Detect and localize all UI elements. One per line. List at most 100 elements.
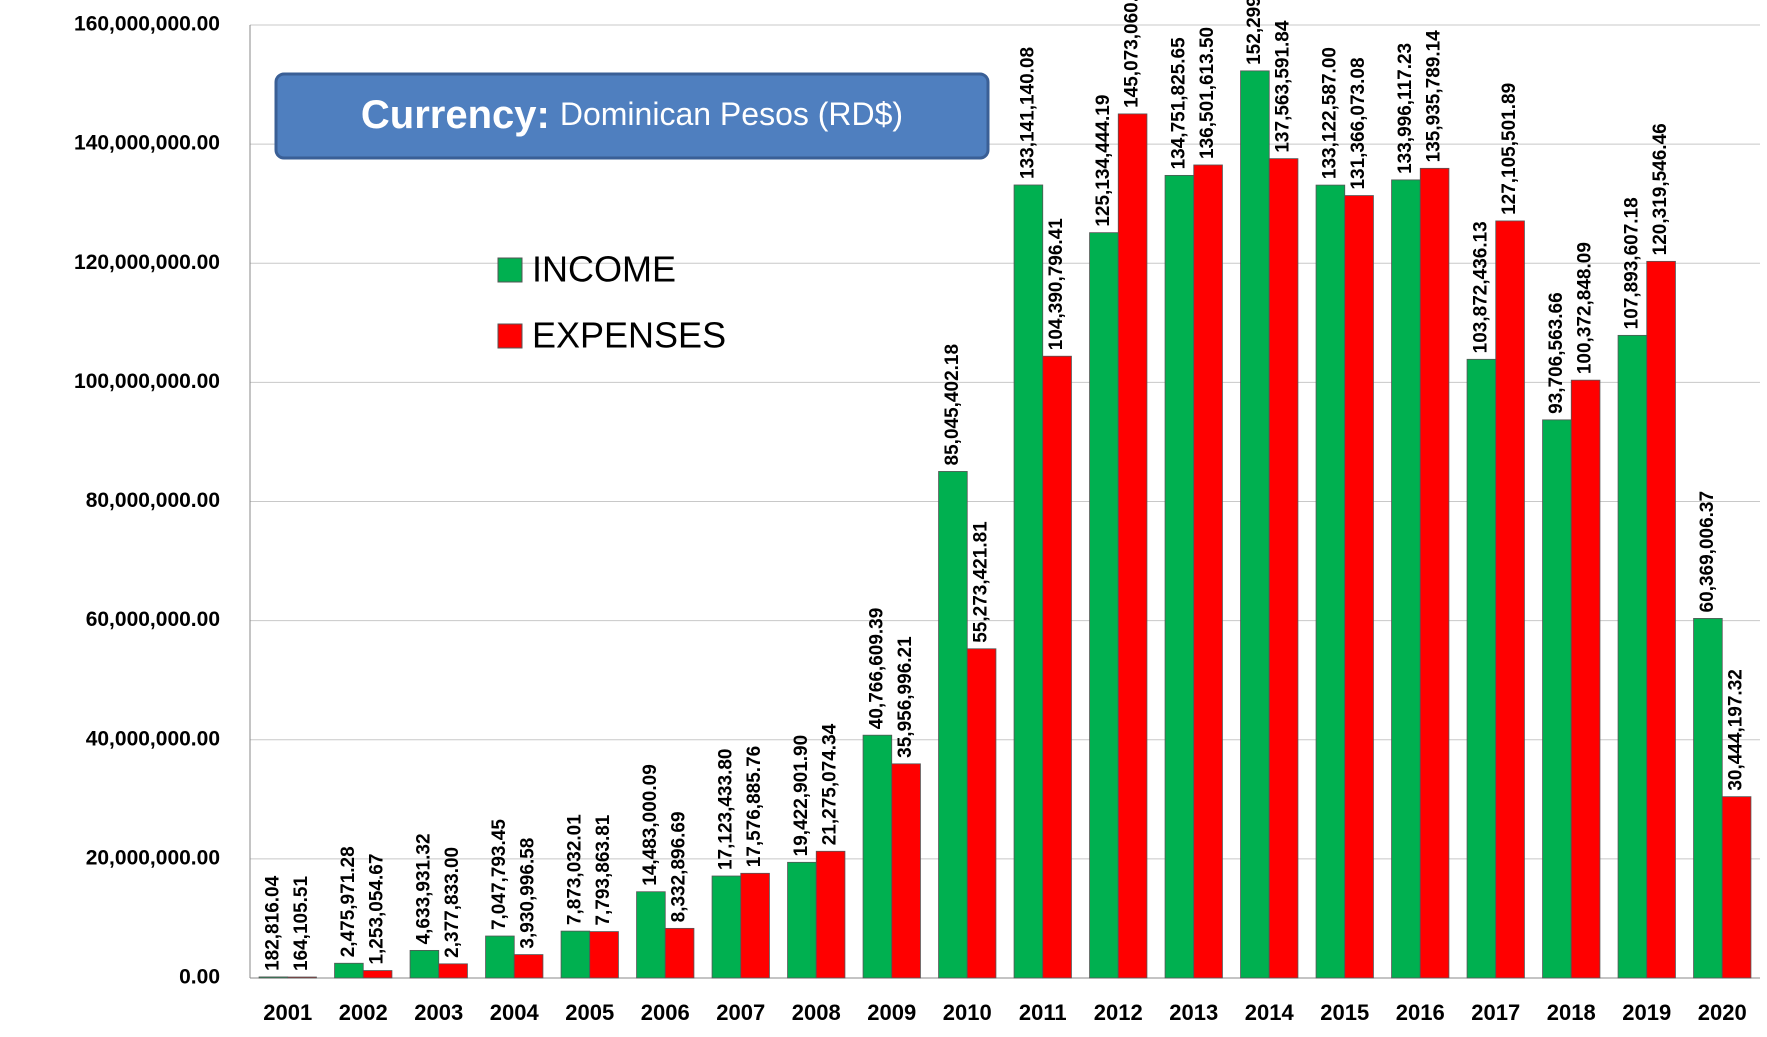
bar	[1193, 164, 1223, 979]
y-tick-label: 20,000,000.00	[86, 846, 220, 869]
y-tick-label: 140,000,000.00	[74, 132, 220, 155]
legend-label: INCOME	[532, 249, 676, 290]
value-label: 60,369,006.37	[1697, 491, 1718, 613]
bar	[334, 962, 364, 979]
bar	[1013, 184, 1044, 979]
x-tick-label: 2014	[1245, 1000, 1295, 1025]
bar	[287, 976, 317, 979]
x-tick-label: 2001	[263, 1000, 312, 1025]
bar	[1570, 379, 1601, 979]
value-label: 7,047,793.45	[489, 819, 510, 930]
bar	[787, 861, 817, 979]
value-label: 1,253,054.67	[367, 854, 388, 965]
x-tick-label: 2012	[1094, 1000, 1143, 1025]
bar	[966, 648, 997, 979]
x-tick-label: 2006	[641, 1000, 690, 1025]
value-label: 55,273,421.81	[971, 521, 992, 643]
annotation-box: Currency: Dominican Pesos (RD$)	[274, 72, 990, 160]
bar	[485, 935, 515, 979]
value-label: 7,793,863.81	[593, 814, 614, 925]
value-label: 3,930,996.58	[518, 838, 539, 949]
value-label: 120,319,546.46	[1650, 123, 1671, 255]
x-tick-label: 2015	[1320, 1000, 1369, 1025]
value-label: 93,706,563.66	[1546, 292, 1567, 414]
bar	[1117, 113, 1148, 979]
value-label: 30,444,197.32	[1726, 669, 1747, 791]
bar	[438, 963, 468, 979]
bar	[1495, 220, 1525, 979]
x-tick-label: 2010	[943, 1000, 992, 1025]
bar	[589, 931, 619, 979]
bar	[711, 875, 742, 979]
value-label: 136,501,613.50	[1197, 27, 1218, 159]
y-tick-label: 160,000,000.00	[74, 13, 220, 36]
legend: INCOME EXPENSES	[497, 249, 726, 356]
bar	[862, 734, 893, 979]
y-tick-label: 0.00	[179, 966, 220, 989]
bar	[740, 872, 770, 979]
bar	[1646, 260, 1676, 979]
bar	[1240, 70, 1270, 979]
value-label: 125,134,444.19	[1093, 95, 1114, 227]
bar	[891, 763, 921, 979]
bar	[1617, 334, 1648, 979]
value-label: 21,275,074.34	[820, 723, 841, 845]
bar	[1693, 618, 1723, 979]
bar	[1344, 195, 1374, 979]
bar	[1089, 232, 1119, 979]
annotation-label: Currency:	[361, 93, 550, 137]
bar	[1391, 179, 1421, 979]
value-label: 4,633,931.32	[413, 833, 434, 944]
value-label: 35,956,996.21	[895, 636, 916, 758]
value-label: 135,935,789.14	[1424, 30, 1445, 163]
value-label: 17,576,885.76	[744, 746, 765, 868]
bar	[636, 891, 666, 979]
bar	[513, 954, 544, 979]
value-label: 17,123,433.80	[715, 748, 736, 870]
x-tick-label: 2007	[716, 1000, 765, 1025]
value-label: 131,366,073.08	[1348, 57, 1369, 189]
y-tick-label: 100,000,000.00	[74, 370, 220, 393]
bar	[815, 850, 846, 979]
value-label: 127,105,501.89	[1499, 83, 1520, 215]
value-label: 152,299,657.54	[1244, 0, 1265, 65]
value-label: 182,816.04	[262, 875, 283, 971]
y-tick-label: 60,000,000.00	[86, 608, 220, 631]
value-label: 164,105.51	[291, 875, 312, 971]
value-label: 134,751,825.65	[1168, 37, 1189, 170]
bar	[1042, 355, 1072, 979]
value-label: 137,563,591.84	[1273, 20, 1294, 153]
bar	[664, 927, 695, 979]
annotation-background	[274, 72, 990, 160]
y-tick-label: 40,000,000.00	[86, 727, 220, 750]
value-label: 100,372,848.09	[1575, 242, 1596, 374]
x-tick-label: 2003	[414, 1000, 463, 1025]
x-tick-label: 2019	[1622, 1000, 1671, 1025]
value-label: 7,873,032.01	[564, 814, 585, 925]
value-label: 2,475,971.28	[338, 846, 359, 957]
value-label: 103,872,436.13	[1470, 221, 1491, 353]
bar	[258, 976, 289, 979]
value-label: 145,073,060.63	[1122, 0, 1143, 108]
bar	[409, 949, 440, 979]
legend-swatch	[497, 323, 523, 349]
value-label: 14,483,000.09	[640, 764, 661, 886]
x-tick-label: 2009	[867, 1000, 916, 1025]
annotation-text: Currency: Dominican Pesos (RD$)	[361, 93, 903, 137]
x-tick-label: 2020	[1698, 1000, 1747, 1025]
x-tick-label: 2005	[565, 1000, 614, 1025]
x-tick-label: 2018	[1547, 1000, 1596, 1025]
x-tick-label: 2016	[1396, 1000, 1445, 1025]
value-label: 133,122,587.00	[1319, 47, 1340, 179]
y-tick-label: 120,000,000.00	[74, 251, 220, 274]
bar	[1315, 184, 1346, 979]
bar	[1466, 358, 1497, 979]
bar	[560, 930, 591, 979]
bar	[938, 471, 968, 979]
bar	[1268, 158, 1299, 979]
plot: 0.00 20,000,000.00 40,000,000.00 60,000,000…	[74, 0, 1760, 1025]
x-tick-label: 2008	[792, 1000, 841, 1025]
x-tick-label: 2013	[1169, 1000, 1218, 1025]
bar	[362, 970, 393, 979]
